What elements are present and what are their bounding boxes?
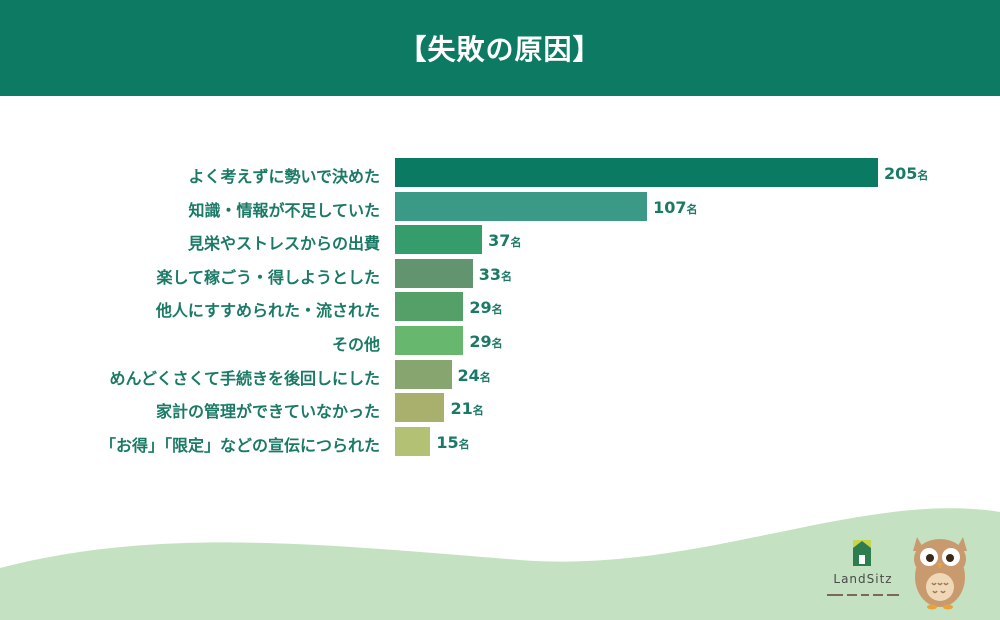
value-unit: 名 (686, 202, 698, 216)
value-label: 24名 (458, 366, 491, 385)
bar (395, 258, 473, 288)
value-number: 29 (469, 298, 492, 318)
category-label: 見栄やストレスからの出費 (187, 234, 380, 254)
category-label: その他 (331, 335, 380, 354)
category-label: よく考えずに勢いで決めた (188, 167, 380, 186)
value-unit: 名 (491, 337, 503, 350)
bar (395, 326, 464, 355)
bar (395, 426, 431, 456)
bar (395, 191, 648, 221)
value-label: 21名 (450, 399, 483, 418)
value-label: 29名 (469, 332, 502, 351)
bar (395, 393, 445, 423)
value-unit: 名 (917, 169, 929, 182)
value-unit: 名 (491, 303, 503, 317)
value-unit: 名 (501, 269, 513, 283)
category-label: 他人にすすめられた・流された (155, 301, 380, 321)
house-logo-icon (853, 540, 871, 566)
header-banner: 【失敗の原因】 (0, 0, 1000, 96)
value-unit: 名 (472, 404, 484, 418)
category-label: 知識・情報が不足していた (188, 200, 380, 220)
bottom-wave-decoration (0, 508, 1000, 620)
value-label: 15名 (436, 433, 469, 452)
brand-underline-icon (827, 594, 899, 596)
value-number: 107 (653, 197, 687, 217)
bar (395, 158, 878, 187)
value-label: 37名 (488, 231, 521, 250)
owl-mascot-icon (913, 537, 967, 610)
value-unit: 名 (458, 437, 470, 451)
brand-name: LandSitz (833, 572, 893, 586)
value-unit: 名 (510, 236, 522, 250)
value-unit: 名 (479, 370, 491, 384)
value-number: 29 (469, 332, 492, 351)
value-number: 205 (884, 164, 918, 183)
value-number: 24 (457, 365, 480, 385)
value-label: 33名 (479, 265, 512, 284)
bar (395, 292, 464, 322)
category-label: 「お得」「限定」などの宣伝につられた (99, 435, 380, 455)
value-number: 15 (436, 432, 459, 452)
brand-logo: LandSitz (823, 528, 903, 608)
value-number: 37 (488, 231, 511, 251)
value-number: 21 (450, 399, 473, 419)
category-label: 楽して稼ごう・得しようとした (156, 267, 380, 287)
category-label: めんどくさくて手続きを後回しにした (109, 368, 380, 388)
value-label: 29名 (469, 298, 502, 317)
horizontal-bar-chart: よく考えずに勢いで決めた 205名 知識・情報が不足していた 107名 見栄やストレスか… (0, 150, 1000, 470)
bar (395, 225, 483, 255)
bar (395, 359, 452, 389)
value-label: 107名 (653, 198, 697, 217)
value-label: 205名 (884, 164, 928, 183)
page-title: 【失敗の原因】 (398, 33, 602, 66)
category-label: 家計の管理ができていなかった (155, 402, 380, 422)
value-number: 33 (478, 264, 502, 284)
